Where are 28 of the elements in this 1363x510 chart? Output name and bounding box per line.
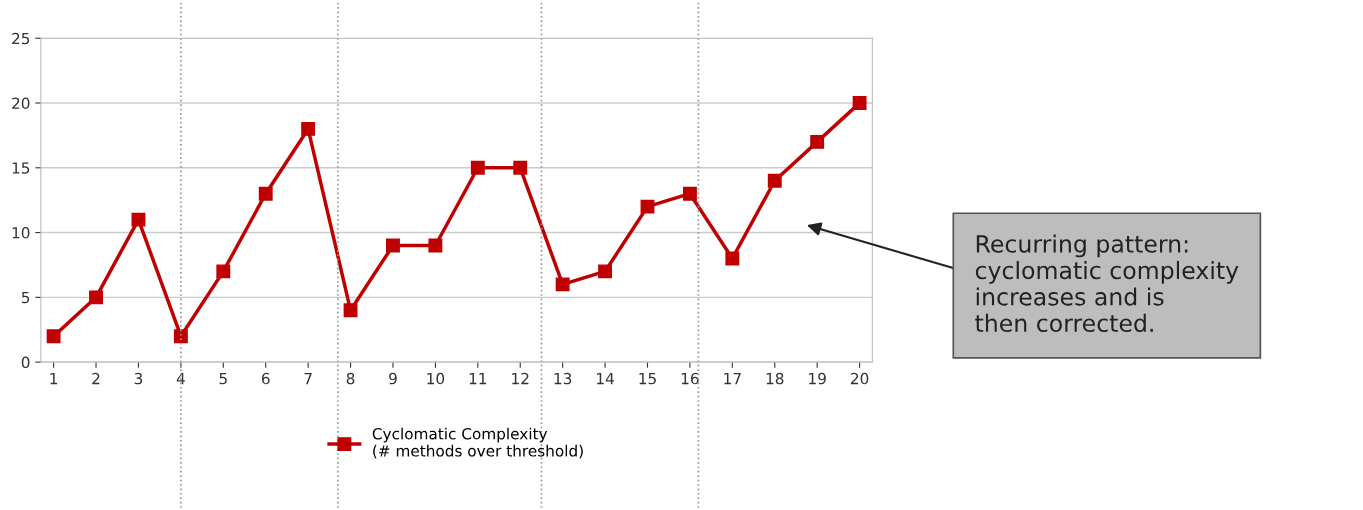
x-tick-label: 13	[554, 372, 572, 385]
x-tick-label: 12	[512, 372, 529, 385]
x-tick-label: 18	[766, 372, 784, 385]
text: Recurring pattern: cyclomatic complexity increases and is then corrected.	[975, 234, 1239, 333]
x-tick-label: 6	[261, 372, 270, 385]
y-tick-label: 20	[12, 97, 30, 110]
x-tick-label: 8	[346, 372, 355, 385]
x-tick-label: 16	[681, 372, 699, 385]
x-tick-label: 11	[469, 372, 487, 385]
x-tick-label: 3	[134, 372, 143, 385]
y-tick-label: 25	[12, 32, 30, 45]
y-tick-label: 10	[12, 227, 30, 239]
x-tick-label: 14	[597, 372, 614, 385]
x-tick-label: 19	[809, 372, 826, 385]
x-tick-label: 20	[850, 372, 869, 385]
x-tick-label: 10	[427, 372, 445, 385]
x-tick-label: 1	[50, 372, 58, 385]
y-tick-label: 0	[21, 356, 30, 369]
x-tick-label: 7	[304, 372, 312, 385]
y-tick-label: 15	[12, 162, 30, 174]
x-tick-label: 5	[219, 372, 227, 385]
y-tick-label: 5	[21, 292, 30, 304]
x-tick-label: 4	[176, 372, 185, 385]
x-tick-label: 9	[389, 372, 397, 385]
x-tick-label: 17	[724, 372, 741, 385]
x-tick-label: 2	[92, 372, 100, 385]
x-tick-label: 15	[639, 372, 656, 385]
legend-label: Cyclomatic Complexity (# methods over threshold)	[372, 427, 583, 459]
